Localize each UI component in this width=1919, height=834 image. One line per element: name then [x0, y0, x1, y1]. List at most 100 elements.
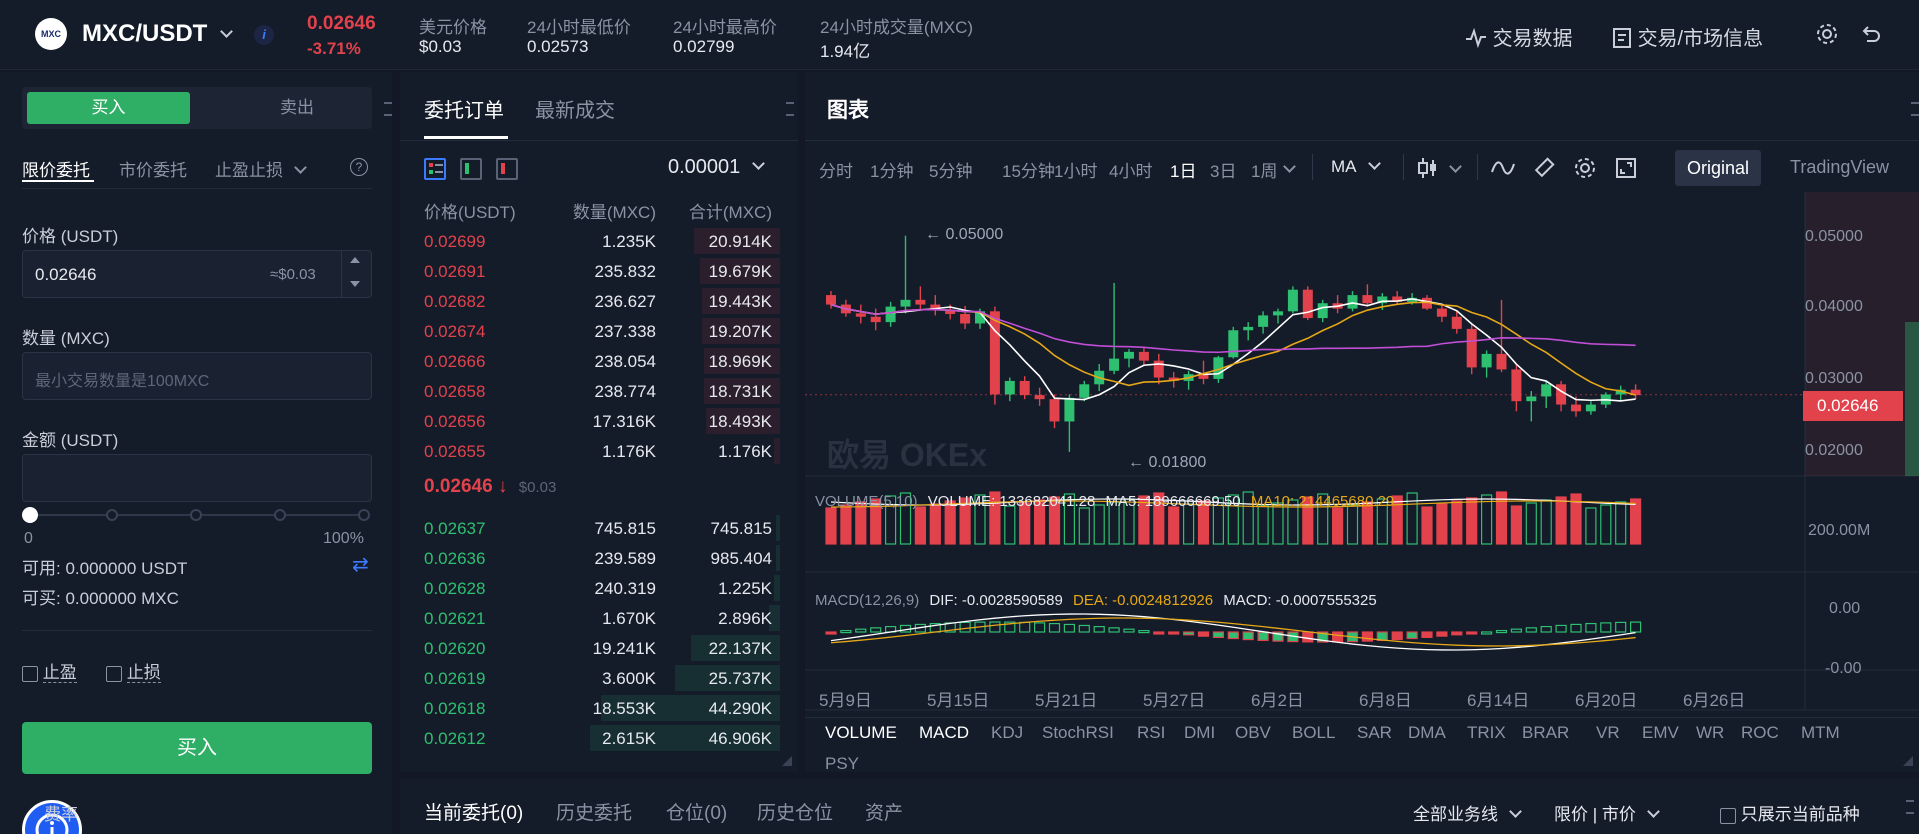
indicator-rsi[interactable]: RSI — [1137, 723, 1166, 742]
indicator-vr[interactable]: VR — [1596, 723, 1620, 742]
candlestick-chart[interactable] — [805, 192, 1919, 712]
order-book-row[interactable]: 0.02621 1.670K 2.896K — [400, 603, 798, 633]
slider-stop[interactable] — [274, 509, 286, 521]
tab-latest-trades[interactable]: 最新成交 — [535, 100, 615, 122]
drag-handle-icon[interactable] — [1911, 102, 1919, 116]
timeframe-3[interactable]: 15分钟 — [1002, 162, 1055, 181]
only-current-checkbox[interactable]: 只展示当前品种 — [1720, 800, 1860, 825]
order-book-row[interactable]: 0.02699 1.235K 20.914K — [400, 226, 798, 256]
stop-loss-checkbox[interactable]: 止损 — [106, 658, 161, 683]
timeframe-0[interactable]: 分时 — [819, 162, 853, 181]
tab-positions[interactable]: 仓位(0) — [666, 803, 728, 824]
view-bids-icon[interactable] — [460, 158, 482, 180]
indicator-macd[interactable]: MACD — [919, 723, 970, 742]
slider-stop[interactable] — [106, 509, 118, 521]
chevron-down-icon[interactable] — [1283, 160, 1296, 173]
tab-order-book[interactable]: 委托订单 — [424, 100, 504, 122]
indicator-kdj[interactable]: KDJ — [991, 723, 1024, 742]
take-profit-checkbox[interactable]: 止盈 — [22, 658, 77, 683]
indicator-stochrsi[interactable]: StochRSI — [1042, 723, 1114, 742]
settings-gear-icon[interactable] — [1815, 22, 1839, 46]
drag-handle-icon[interactable] — [1906, 800, 1914, 814]
order-book-row[interactable]: 0.02619 3.600K 25.737K — [400, 663, 798, 693]
order-book-row[interactable]: 0.02620 19.241K 22.137K — [400, 633, 798, 663]
increment-icon[interactable] — [350, 257, 360, 263]
order-book-row[interactable]: 0.02628 240.319 1.225K — [400, 573, 798, 603]
order-book-row[interactable]: 0.02612 2.615K 46.906K — [400, 723, 798, 753]
resize-corner-icon[interactable] — [782, 756, 792, 766]
buy-button[interactable]: 买入 — [22, 722, 372, 774]
slider-handle[interactable] — [22, 507, 38, 523]
timeframe-6[interactable]: 1日 — [1170, 162, 1197, 181]
order-type-select[interactable]: 限价 | 市价 — [1554, 800, 1660, 825]
order-book-row[interactable]: 0.02637 745.815 745.815 — [400, 513, 798, 543]
indicator-dmi[interactable]: DMI — [1184, 723, 1216, 742]
tab-order-history[interactable]: 历史委托 — [556, 803, 633, 824]
transfer-icon[interactable]: ⇄ — [352, 554, 369, 576]
drag-handle-icon[interactable] — [786, 102, 794, 116]
ma-select[interactable]: MA — [1331, 157, 1382, 177]
fullscreen-icon[interactable] — [1615, 157, 1637, 179]
drag-handle-icon[interactable] — [384, 102, 392, 116]
view-tradingview-button[interactable]: TradingView — [1790, 157, 1890, 177]
sell-tab[interactable]: 卖出 — [280, 98, 314, 117]
order-book-row[interactable]: 0.02658 238.774 18.731K — [400, 376, 798, 406]
line-tool-icon[interactable] — [1491, 158, 1515, 178]
indicator-emv[interactable]: EMV — [1642, 723, 1679, 742]
tab-limit-order[interactable]: 限价委托 — [22, 161, 90, 180]
indicator-dma[interactable]: DMA — [1408, 723, 1446, 742]
chevron-down-icon[interactable] — [1449, 160, 1462, 173]
view-both-icon[interactable] — [424, 158, 446, 180]
buy-tab[interactable]: 买入 — [27, 92, 190, 124]
slider-stop[interactable] — [358, 509, 370, 521]
help-icon[interactable]: ? — [350, 158, 368, 176]
amount-input[interactable] — [22, 454, 372, 502]
tab-assets[interactable]: 资产 — [865, 803, 904, 824]
candle-type-icon[interactable] — [1417, 156, 1439, 180]
indicator-sar[interactable]: SAR — [1357, 723, 1392, 742]
indicator-psy[interactable]: PSY — [825, 754, 860, 773]
resize-corner-icon[interactable] — [1903, 756, 1913, 766]
quantity-input[interactable]: 最小交易数量是100MXC — [22, 352, 372, 400]
chart-settings-icon[interactable] — [1573, 156, 1597, 180]
indicator-roc[interactable]: ROC — [1741, 723, 1779, 742]
timeframe-8[interactable]: 1周 — [1251, 162, 1278, 181]
indicator-trix[interactable]: TRIX — [1467, 723, 1506, 742]
fee-rate-link[interactable]: 费率 — [44, 805, 78, 824]
tab-stop-order[interactable]: 止盈止损 — [215, 156, 307, 181]
indicator-mtm[interactable]: MTM — [1801, 723, 1840, 742]
timeframe-1[interactable]: 1分钟 — [870, 162, 914, 181]
tab-position-history[interactable]: 历史仓位 — [757, 803, 834, 824]
info-icon[interactable]: i — [254, 25, 274, 45]
precision-select[interactable]: 0.00001 — [668, 156, 765, 179]
timeframe-2[interactable]: 5分钟 — [929, 162, 973, 181]
pair-selector[interactable]: MXC/USDT — [82, 20, 233, 48]
order-book-row[interactable]: 0.02656 17.316K 18.493K — [400, 406, 798, 436]
timeframe-7[interactable]: 3日 — [1210, 162, 1237, 181]
indicator-boll[interactable]: BOLL — [1292, 723, 1336, 742]
percent-slider[interactable] — [22, 507, 370, 523]
market-info-link[interactable]: 交易/市场信息 — [1612, 22, 1763, 51]
indicator-wr[interactable]: WR — [1696, 723, 1725, 742]
timeframe-4[interactable]: 1小时 — [1054, 162, 1098, 181]
view-asks-icon[interactable] — [496, 158, 518, 180]
slider-stop[interactable] — [190, 509, 202, 521]
business-line-select[interactable]: 全部业务线 — [1413, 800, 1522, 825]
order-book-row[interactable]: 0.02666 238.054 18.969K — [400, 346, 798, 376]
ruler-icon[interactable] — [1533, 157, 1555, 179]
order-book-row[interactable]: 0.02691 235.832 19.679K — [400, 256, 798, 286]
price-input[interactable]: 0.02646 ≈$0.03 — [22, 250, 372, 298]
tab-market-order[interactable]: 市价委托 — [119, 161, 187, 180]
undo-icon[interactable] — [1860, 23, 1882, 45]
tab-open-orders[interactable]: 当前委托(0) — [424, 803, 524, 824]
order-book-row[interactable]: 0.02682 236.627 19.443K — [400, 286, 798, 316]
order-book-row[interactable]: 0.02618 18.553K 44.290K — [400, 693, 798, 723]
indicator-obv[interactable]: OBV — [1235, 723, 1271, 742]
order-book-row[interactable]: 0.02636 239.589 985.404 — [400, 543, 798, 573]
view-original-button[interactable]: Original — [1675, 150, 1761, 186]
order-book-row[interactable]: 0.02655 1.176K 1.176K — [400, 436, 798, 466]
indicator-volume[interactable]: VOLUME — [825, 723, 897, 742]
order-book-row[interactable]: 0.02674 237.338 19.207K — [400, 316, 798, 346]
indicator-brar[interactable]: BRAR — [1522, 723, 1570, 742]
trade-data-link[interactable]: 交易数据 — [1465, 22, 1573, 51]
